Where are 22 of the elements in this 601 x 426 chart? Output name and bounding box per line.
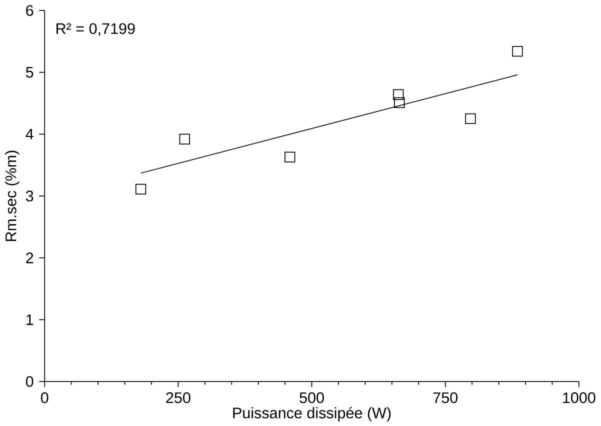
y-tick-label: 6 [26, 4, 34, 16]
x-tick-label: 750 [433, 392, 458, 403]
point [465, 113, 476, 124]
x-tick-label: 1000 [563, 392, 596, 403]
y-tick-label: 0 [26, 376, 34, 387]
x-tick-label: 500 [300, 392, 324, 403]
annotation: R² = 0,7199 [56, 22, 135, 36]
x-axis-title: Puissance dissipée (W) [233, 406, 391, 422]
x-tick-label: 0 [40, 392, 48, 403]
y-tick-label: 4 [26, 128, 34, 140]
point [392, 89, 404, 100]
y-tick-label: 3 [26, 190, 34, 202]
point [135, 184, 146, 194]
y-tick-label: 5 [26, 66, 34, 78]
point [512, 46, 523, 56]
x-tick-label: 250 [166, 392, 190, 403]
point [394, 97, 405, 108]
point [179, 134, 190, 144]
y-axis-title: Rm.sec (%m) [5, 150, 20, 241]
point [284, 151, 296, 162]
y-tick-label: 2 [26, 252, 34, 263]
y-tick-label: 1 [26, 314, 34, 325]
